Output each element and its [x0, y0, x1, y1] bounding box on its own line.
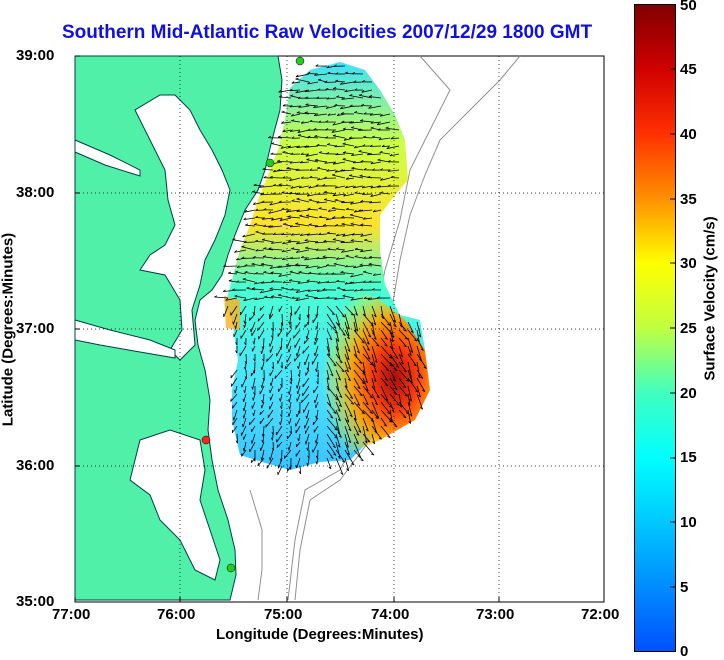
colorbar-tick-label: 0 — [680, 643, 688, 660]
velocity-vector-head — [294, 335, 295, 338]
velocity-vector — [368, 178, 382, 179]
colorbar-tick-label: 5 — [680, 579, 688, 596]
velocity-vector-head — [249, 422, 250, 425]
y-tick-label: 39:00 — [16, 47, 54, 64]
velocity-vector-head — [266, 424, 267, 427]
station-marker — [296, 57, 304, 65]
x-tick-label: 73:00 — [476, 606, 514, 623]
velocity-vector-head — [251, 460, 252, 463]
velocity-vector — [325, 82, 336, 83]
velocity-vector — [334, 106, 345, 107]
colorbar — [634, 4, 676, 652]
velocity-vector — [361, 106, 372, 107]
velocity-vector — [343, 290, 354, 291]
y-tick-label: 36:00 — [16, 457, 54, 474]
velocity-vector — [336, 282, 345, 283]
velocity-vector — [310, 122, 319, 123]
velocity-vector — [324, 242, 337, 243]
x-tick-label: 76:00 — [157, 606, 195, 623]
velocity-vector — [326, 90, 336, 91]
colorbar-tick-label: 30 — [680, 255, 697, 272]
velocity-vector — [290, 258, 300, 259]
velocity-vector-head — [278, 465, 279, 468]
velocity-vector-head — [315, 405, 316, 408]
velocity-vector — [255, 218, 264, 219]
station-marker — [227, 564, 235, 572]
velocity-vector — [341, 218, 354, 219]
y-tick-label: 37:00 — [16, 320, 54, 337]
x-tick-label: 74:00 — [371, 606, 409, 623]
velocity-vector — [370, 146, 381, 147]
station-marker — [202, 436, 210, 444]
x-axis-label: Longitude (Degrees:Minutes) — [216, 626, 424, 643]
colorbar-tick-label: 35 — [680, 191, 697, 208]
velocity-vector-head — [233, 322, 234, 325]
velocity-vector — [391, 178, 399, 179]
velocity-vector — [224, 266, 238, 267]
x-tick-label: 77:00 — [52, 606, 90, 623]
colorbar-tick-label: 10 — [680, 514, 697, 531]
velocity-vector — [246, 362, 247, 370]
station-marker — [266, 159, 274, 167]
y-tick-label: 38:00 — [16, 184, 54, 201]
colorbar-label: Surface Velocity (cm/s) — [702, 199, 719, 399]
velocity-vector — [244, 242, 255, 243]
colorbar-tick-label: 15 — [680, 449, 697, 466]
colorbar-tick-label: 40 — [680, 126, 697, 143]
y-tick-label: 35:00 — [16, 593, 54, 610]
velocity-vector-head — [284, 456, 285, 459]
colorbar-tick-label: 25 — [680, 320, 697, 337]
x-tick-label: 75:00 — [264, 606, 302, 623]
colorbar-tick-label: 50 — [680, 0, 697, 14]
velocity-vector-head — [258, 318, 259, 321]
velocity-vector-head — [305, 325, 306, 328]
velocity-vector-head — [251, 441, 252, 444]
velocity-vector — [273, 434, 274, 440]
velocity-vector — [309, 178, 318, 179]
velocity-vector-head — [288, 414, 289, 417]
velocity-vector — [362, 194, 372, 195]
colorbar-tick-label: 20 — [680, 385, 697, 402]
x-tick-label: 72:00 — [581, 606, 619, 623]
velocity-vector — [270, 178, 282, 179]
colorbar-tick-label: 45 — [680, 61, 697, 78]
velocity-vector-head — [270, 344, 271, 347]
y-axis-label: Latitude (Degrees:Minutes) — [0, 230, 17, 430]
velocity-vector — [369, 258, 381, 259]
velocity-vector — [317, 146, 327, 147]
